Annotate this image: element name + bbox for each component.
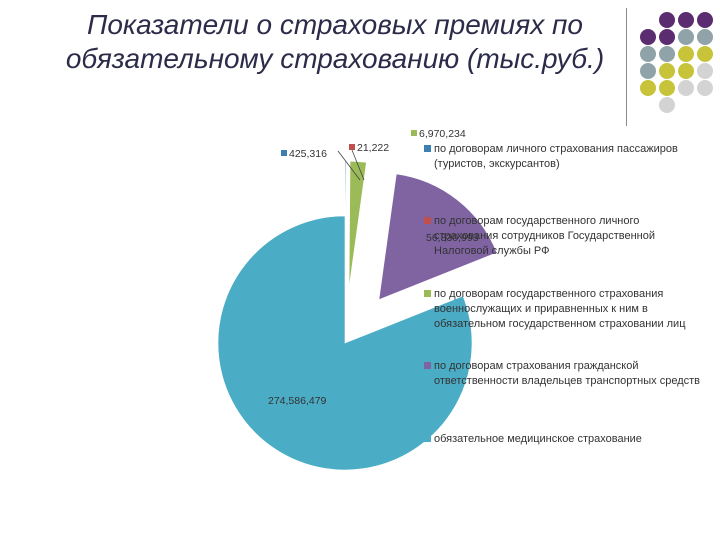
pie-slice (378, 173, 498, 301)
pie-slice (345, 160, 347, 289)
decor-dot (659, 97, 675, 113)
data-label: 56,830,993 (426, 232, 479, 244)
decor-dot (678, 80, 694, 96)
legend-entry: по договорам государственного личного ст… (424, 214, 704, 259)
pie-slice (217, 215, 473, 471)
data-label-marker (349, 144, 355, 150)
decor-dot (678, 12, 694, 28)
legend-entry: по договорам государственного страховани… (424, 287, 704, 332)
legend-label: по договорам страхования гражданской отв… (434, 360, 700, 387)
decor-dot (659, 46, 675, 62)
decor-dot (659, 12, 675, 28)
decor-dot (659, 80, 675, 96)
data-label-marker (281, 150, 287, 156)
data-label: 425,316 (289, 148, 327, 160)
legend-entry: по договорам личного страхования пассажи… (424, 142, 704, 172)
decor-dot (678, 29, 694, 45)
decor-dot (697, 46, 713, 62)
decor-dot (697, 80, 713, 96)
legend-label: обязательное медицинское страхование (434, 433, 642, 445)
legend-swatch (424, 435, 431, 442)
pie-slice (348, 160, 367, 289)
chart-title: Показатели о страховых премиях по обязат… (65, 9, 605, 74)
legend-swatch (424, 290, 431, 297)
decor-dot (678, 46, 694, 62)
data-label: 274,586,479 (268, 395, 327, 407)
legend-entry: обязательное медицинское страхование (424, 432, 704, 447)
data-label: 6,970,234 (419, 128, 466, 140)
decor-dot (659, 63, 675, 79)
decorative-dot-grid (640, 12, 720, 113)
decor-dot (640, 63, 656, 79)
legend-label: по договорам государственного страховани… (434, 288, 686, 330)
legend-label: по договорам государственного личного ст… (434, 215, 656, 257)
decor-dot (678, 63, 694, 79)
leader-line (351, 149, 365, 181)
decor-dot (697, 12, 713, 28)
title-divider (626, 8, 627, 126)
data-label-marker (411, 130, 417, 136)
legend-swatch (424, 362, 431, 369)
decor-dot (640, 29, 656, 45)
decor-dot (640, 80, 656, 96)
data-label-marker (260, 397, 266, 403)
legend-swatch (424, 145, 431, 152)
legend-entry: по договорам страхования гражданской отв… (424, 359, 704, 389)
legend-swatch (424, 217, 431, 224)
decor-dot (697, 63, 713, 79)
legend-label: по договорам личного страхования пассажи… (434, 143, 678, 170)
data-label-marker (418, 234, 424, 240)
data-label: 21,222 (357, 142, 389, 154)
leader-line (337, 150, 361, 181)
decor-dot (659, 29, 675, 45)
decor-dot (697, 29, 713, 45)
decor-dot (640, 46, 656, 62)
